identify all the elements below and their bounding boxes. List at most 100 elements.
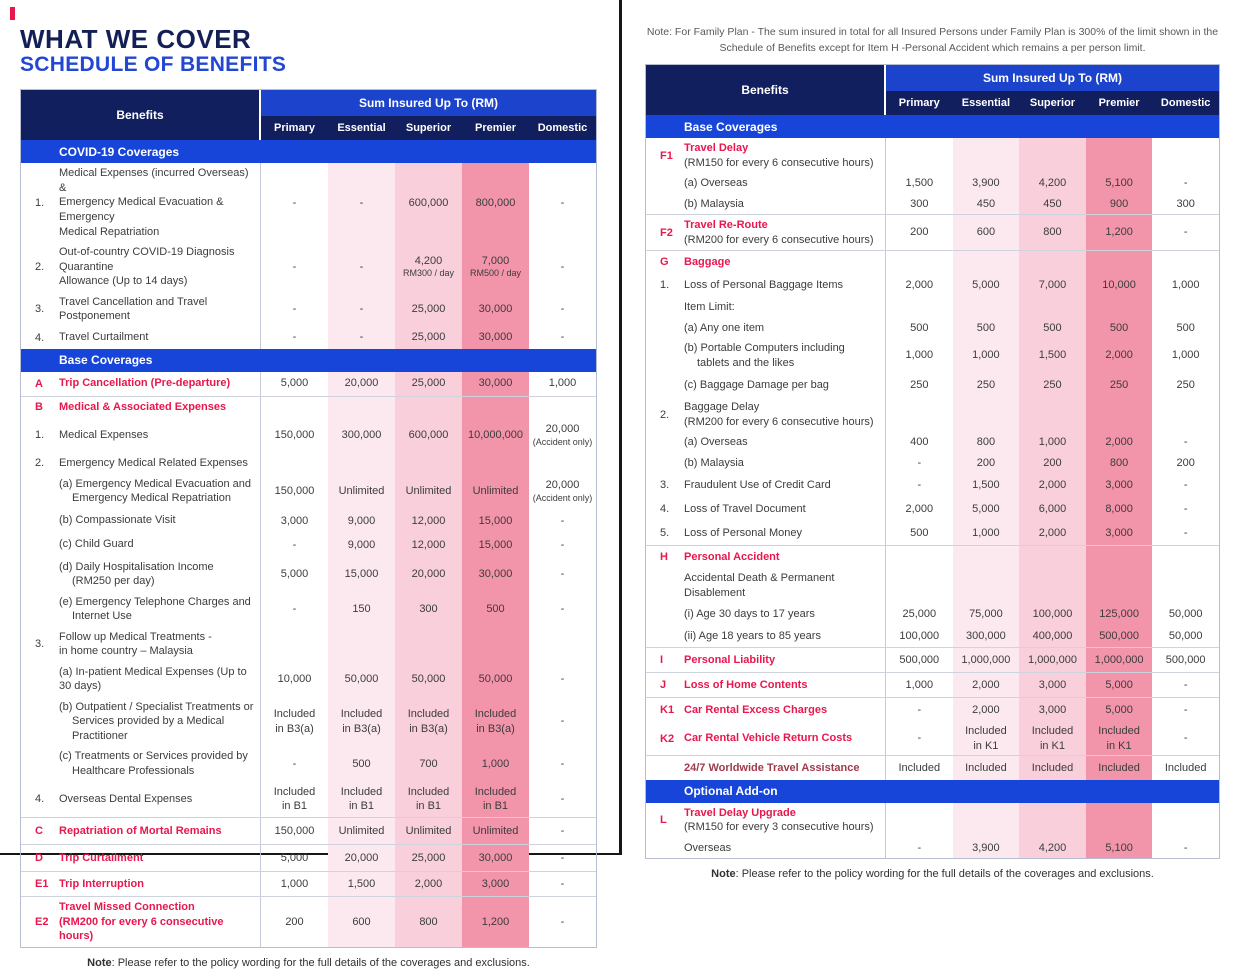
value-cell: Included in K1 xyxy=(952,722,1020,755)
value-cell: 900 xyxy=(1085,193,1153,215)
value-text: Unlimited xyxy=(338,825,385,838)
row-prefix: K1 xyxy=(660,704,675,717)
value-text: 800 xyxy=(976,436,996,449)
value-cell: - xyxy=(529,845,596,871)
value-text: 250 xyxy=(1176,379,1195,391)
value-cell: 5,000 xyxy=(261,557,328,592)
table-row: E1 Trip Interruption 1,000 1,500 2,000 3,000 - xyxy=(21,871,596,897)
value-cell: 500 xyxy=(462,591,529,627)
value-cell: - xyxy=(1152,215,1219,250)
benefit-label-lines: Trip Curtailment xyxy=(59,851,143,866)
value-text: Included xyxy=(1031,725,1074,738)
benefit-label: Medical & Associated Expenses xyxy=(59,400,227,413)
table-row: 3. Travel Cancellation and Travel Postpon… xyxy=(21,291,596,327)
benefit-cell: 1. Medical Expenses xyxy=(21,417,261,454)
family-plan-note: Note: For Family Plan - The sum insured … xyxy=(645,24,1220,54)
benefit-cell: (c) Child Guard xyxy=(21,532,261,557)
benefit-cell: (c) Baggage Damage per bag xyxy=(646,373,886,398)
benefit-cell: G Baggage xyxy=(646,251,886,274)
page-subtitle: SCHEDULE OF BENEFITS xyxy=(20,53,287,77)
benefit-label-lines: (i) Age 30 days to 17 years xyxy=(684,607,815,622)
value-cell: - xyxy=(886,453,953,474)
value-cell: 800,000 xyxy=(462,163,529,243)
benefit-label: Trip Cancellation (Pre-departure) xyxy=(59,377,231,390)
value-text: Included xyxy=(273,786,316,799)
value-text: 50,000 xyxy=(478,673,513,686)
table-row: 3. Fraudulent Use of Credit Card - 1,500 2,0… xyxy=(646,473,1219,498)
value-cell: 5,000 xyxy=(1085,698,1153,723)
row-prefix: A xyxy=(35,377,43,390)
benefit-label: Overseas xyxy=(684,841,732,854)
benefit-label: Medical Expenses xyxy=(59,428,149,441)
value-cell: - xyxy=(1152,521,1219,545)
value-text: 25,000 xyxy=(411,377,446,390)
value-cell: - xyxy=(886,722,953,755)
value-cell: 2,000 xyxy=(1085,432,1153,453)
value-text: in K1 xyxy=(1106,739,1132,752)
table-row: (a) Overseas 400 800 1,000 2,000 - xyxy=(646,432,1219,453)
value-text: 25,000 xyxy=(902,608,937,621)
value-text: Included xyxy=(340,708,383,721)
value-text: 1,000 xyxy=(972,527,1000,540)
value-cell: - xyxy=(328,291,395,327)
benefit-cell: 3. Fraudulent Use of Credit Card xyxy=(646,473,886,498)
table-row: (a) Overseas 1,500 3,900 4,200 5,100 - xyxy=(646,173,1219,194)
value-text: 12,000 xyxy=(411,538,446,551)
family-plan-note-line1: Note: For Family Plan - The sum insured … xyxy=(646,26,1219,38)
benefit-cell: 2. Out-of-country COVID-19 Diagnosis Quar… xyxy=(21,242,261,292)
value-cell: 15,000 xyxy=(462,508,529,533)
value-text: RM300 / day xyxy=(402,268,455,279)
value-text: 300,000 xyxy=(341,428,382,441)
benefit-label: Out-of-country COVID-19 Diagnosis Quaran… xyxy=(59,246,235,273)
benefit-label-lines: Travel Re-Route (RM200 for every 6 consec… xyxy=(684,218,874,247)
value-text: 450 xyxy=(976,197,996,210)
value-cell xyxy=(395,626,462,662)
value-text: 9,000 xyxy=(347,514,376,527)
value-cell: 500 xyxy=(886,318,953,339)
value-text: 500,000 xyxy=(899,654,940,667)
value-cell: 5,000 xyxy=(952,497,1020,522)
value-text: 10,000 xyxy=(277,673,312,686)
row-prefix: F2 xyxy=(660,226,673,239)
row-prefix: K2 xyxy=(660,732,675,745)
value-text: 5,000 xyxy=(972,278,1000,291)
benefit-label: (i) Age 30 days to 17 years xyxy=(684,607,815,620)
value-cell: 5,000 xyxy=(261,845,328,871)
table-row: 1. Medical Expenses 150,000 300,000 600,000 1… xyxy=(21,417,596,454)
benefits-table-left: Benefits Sum Insured Up To (RM) Primary … xyxy=(20,89,597,948)
value-cell: Included in B1 xyxy=(462,781,529,818)
value-cell: 150,000 xyxy=(261,818,328,844)
value-cell: 500 xyxy=(1152,318,1219,339)
value-text: - xyxy=(1183,479,1188,492)
value-text: in B1 xyxy=(415,800,442,813)
value-text: - xyxy=(560,568,565,581)
benefit-label: Car Rental Excess Charges xyxy=(684,703,828,716)
value-text: 50,000 xyxy=(1168,608,1203,621)
value-cell xyxy=(1152,138,1219,173)
value-text: Included xyxy=(474,786,517,799)
benefit-label: Medical Expenses (incurred Overseas) & xyxy=(59,167,249,194)
table-row: (ii) Age 18 years to 85 years 100,000 300,… xyxy=(646,625,1219,648)
value-cell: 500 xyxy=(886,521,953,545)
value-cell: - xyxy=(1152,432,1219,453)
value-cell: 3,900 xyxy=(952,837,1020,859)
value-cell: 25,000 xyxy=(395,845,462,872)
value-text: in K1 xyxy=(973,739,999,752)
value-cell: 150,000 xyxy=(261,417,328,453)
benefit-cell: I Personal Liability xyxy=(646,648,886,673)
value-text: in B1 xyxy=(482,800,509,813)
benefit-label: (a) Overseas xyxy=(684,436,748,449)
page-right: Note: For Family Plan - The sum insured … xyxy=(645,0,1220,880)
benefit-label-lines: Baggage xyxy=(684,255,730,270)
value-cell: - xyxy=(261,327,328,349)
plan-headers: Primary Essential Superior Premier Domes… xyxy=(261,116,596,141)
value-text: 6,000 xyxy=(1038,503,1067,516)
value-text: 150,000 xyxy=(274,825,315,838)
benefit-label-lines: Trip Cancellation (Pre-departure) xyxy=(59,376,230,391)
value-cell: 3,000 xyxy=(1085,473,1153,498)
value-text: 1,500 xyxy=(972,479,1000,492)
value-cell: 10,000,000 xyxy=(462,417,529,454)
value-text: 800 xyxy=(1043,226,1062,239)
value-cell: - xyxy=(1152,497,1219,521)
sum-insured-header: Sum Insured Up To (RM) xyxy=(886,65,1219,91)
